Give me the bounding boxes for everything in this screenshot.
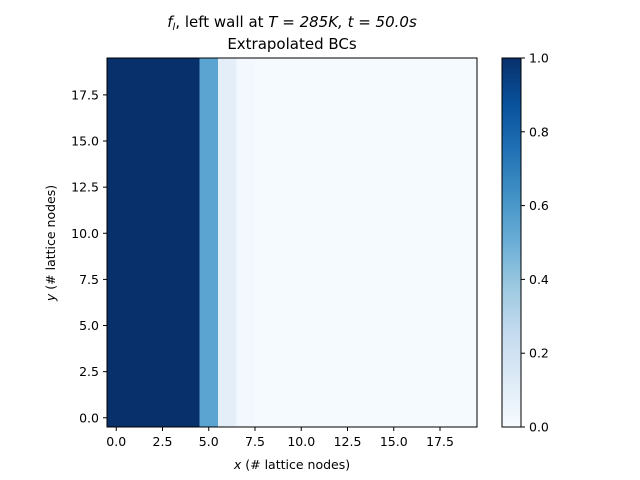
x-tick-label: 10.0 xyxy=(287,434,315,449)
x-axis-ticks: 0.0 2.5 5.0 7.5 10.0 12.5 15.0 17.5 xyxy=(106,427,454,449)
y-tick-label: 5.0 xyxy=(79,318,99,333)
y-tick-label: 10.0 xyxy=(71,226,99,241)
y-axis-label: y (# lattice nodes) xyxy=(43,185,58,302)
heatmap-column-11 xyxy=(310,58,330,427)
colorbar-ticks: 0.0 0.2 0.4 0.6 0.8 1.0 xyxy=(521,51,549,435)
x-axis-label-rest: (# lattice nodes) xyxy=(241,457,350,472)
y-tick-label: 2.5 xyxy=(79,364,99,379)
colorbar xyxy=(501,57,522,428)
heatmap-column-4 xyxy=(181,58,201,427)
heatmap-column-6 xyxy=(218,58,238,427)
y-axis-label-var: y xyxy=(43,293,58,302)
x-tick-label: 0.0 xyxy=(106,434,126,449)
x-tick-label: 5.0 xyxy=(199,434,219,449)
colorbar-tick-label: 0.6 xyxy=(529,198,549,213)
heatmap-column-5 xyxy=(199,58,219,427)
heatmap-column-7 xyxy=(236,58,256,427)
heatmap-cells xyxy=(107,58,478,427)
heatmap-column-14 xyxy=(366,58,386,427)
y-tick-label: 17.5 xyxy=(71,87,99,102)
y-tick-label: 15.0 xyxy=(71,134,99,149)
heatmap-column-10 xyxy=(292,58,312,427)
colorbar-tick-label: 0.2 xyxy=(529,346,549,361)
title-mid: , left wall at xyxy=(175,13,268,31)
heatmap-column-1 xyxy=(125,58,145,427)
heatmap-column-16 xyxy=(403,58,423,427)
x-tick-label: 17.5 xyxy=(426,434,454,449)
x-axis-label-var: x xyxy=(233,457,242,472)
y-axis-ticks: 0.0 2.5 5.0 7.5 10.0 12.5 15.0 17.5 xyxy=(71,87,107,425)
colorbar-tick-label: 1.0 xyxy=(529,51,549,66)
x-tick-label: 7.5 xyxy=(245,434,265,449)
title-var: f xyxy=(167,13,175,31)
heatmap-column-8 xyxy=(255,58,275,427)
y-tick-label: 7.5 xyxy=(79,272,99,287)
x-tick-label: 15.0 xyxy=(380,434,408,449)
heatmap-column-13 xyxy=(347,58,367,427)
heatmap-column-0 xyxy=(107,58,127,427)
x-tick-label: 2.5 xyxy=(153,434,173,449)
heatmap-column-19 xyxy=(458,58,478,427)
heatmap-column-9 xyxy=(273,58,293,427)
heatmap-column-15 xyxy=(384,58,404,427)
heatmap-column-2 xyxy=(144,58,164,427)
heatmap-column-17 xyxy=(421,58,441,427)
heatmap-column-18 xyxy=(440,58,460,427)
heatmap-column-3 xyxy=(162,58,182,427)
heatmap-column-12 xyxy=(329,58,349,427)
plot-frame xyxy=(106,57,478,428)
y-axis-label-rest: (# lattice nodes) xyxy=(43,185,58,294)
colorbar-tick-label: 0.8 xyxy=(529,124,549,139)
x-tick-label: 12.5 xyxy=(334,434,362,449)
colorbar-tick-label: 0.4 xyxy=(529,272,549,287)
y-tick-label: 0.0 xyxy=(79,410,99,425)
chart-title-line1: fl, left wall at T = 285K, t = 50.0s xyxy=(167,13,417,33)
x-axis-label: x (# lattice nodes) xyxy=(233,457,350,472)
y-tick-label: 12.5 xyxy=(71,180,99,195)
title-T: T = 285K, t = 50.0s xyxy=(268,13,417,31)
title-sub: l xyxy=(173,22,176,33)
colorbar-tick-label: 0.0 xyxy=(529,420,549,435)
chart-title-line2: Extrapolated BCs xyxy=(227,35,357,53)
